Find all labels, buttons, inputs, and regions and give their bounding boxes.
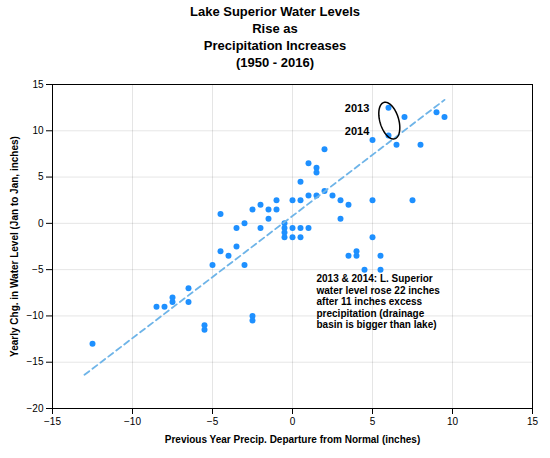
svg-text:5: 5 bbox=[38, 171, 44, 182]
svg-text:15: 15 bbox=[527, 415, 539, 426]
svg-text:−15: −15 bbox=[27, 356, 44, 367]
svg-text:10: 10 bbox=[447, 415, 459, 426]
svg-text:−20: −20 bbox=[27, 402, 44, 413]
svg-text:2014: 2014 bbox=[345, 124, 370, 136]
svg-text:15: 15 bbox=[32, 78, 44, 89]
svg-text:−15: −15 bbox=[44, 415, 61, 426]
svg-text:0: 0 bbox=[38, 217, 44, 228]
svg-text:Yearly Chg. in Water Level (Ja: Yearly Chg. in Water Level (Jan to Jan, … bbox=[9, 136, 20, 357]
svg-text:−10: −10 bbox=[124, 415, 141, 426]
svg-text:−5: −5 bbox=[207, 415, 219, 426]
svg-text:2013: 2013 bbox=[345, 101, 369, 113]
svg-text:0: 0 bbox=[290, 415, 296, 426]
svg-text:10: 10 bbox=[32, 125, 44, 136]
html-text:Lake Superior Water Levels Ris: Lake Superior Water Levels Rise as Preci… bbox=[190, 4, 360, 70]
svg-text:−5: −5 bbox=[32, 263, 44, 274]
svg-text:5: 5 bbox=[370, 415, 376, 426]
svg-text:−10: −10 bbox=[27, 310, 44, 321]
svg-text:Previous Year Precip. Departur: Previous Year Precip. Departure from Nor… bbox=[165, 433, 420, 444]
svg-text:2013 & 2014: L. Superiorwater: 2013 & 2014: L. Superiorwater level rose… bbox=[316, 273, 441, 330]
